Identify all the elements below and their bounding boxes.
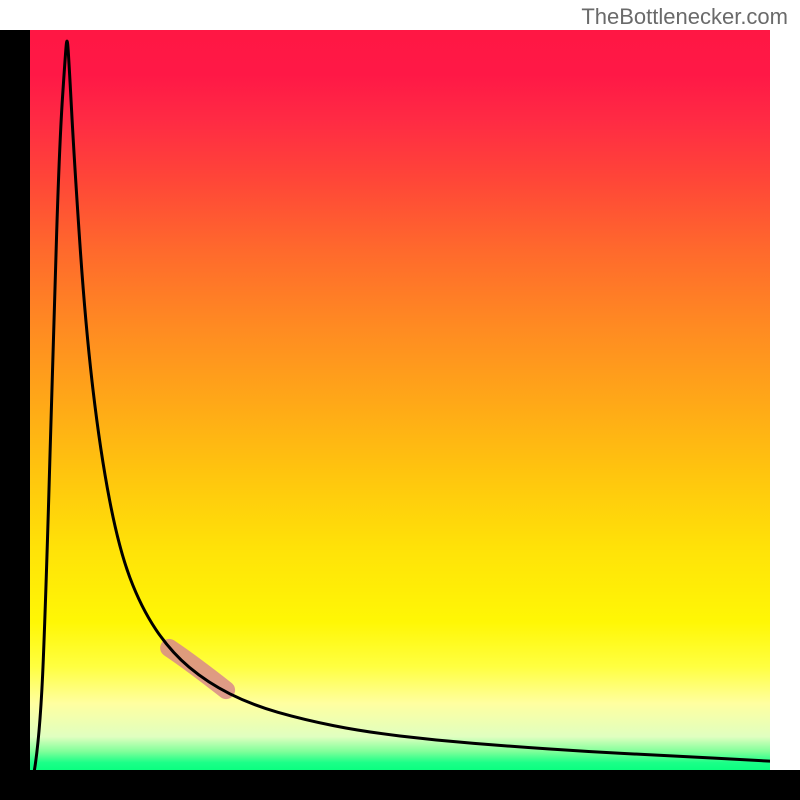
plot-area	[30, 30, 770, 770]
y-axis-band	[0, 30, 30, 770]
bottleneck-curve	[34, 41, 770, 770]
watermark-text: TheBottlenecker.com	[581, 4, 788, 30]
x-axis-band	[0, 770, 800, 800]
chart-container: TheBottlenecker.com	[0, 0, 800, 800]
curve-layer	[30, 30, 770, 770]
highlight-segment	[169, 648, 226, 690]
